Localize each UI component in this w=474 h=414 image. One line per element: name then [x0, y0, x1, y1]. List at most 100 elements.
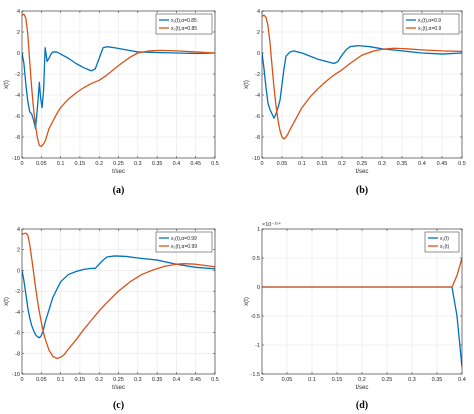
series-line-2: [262, 257, 462, 288]
axes-box: [261, 228, 463, 375]
x-tick-label: 0.15: [317, 161, 328, 167]
y-tick-label: -10: [252, 156, 260, 162]
x-tick-label: 0.1: [298, 161, 306, 167]
y-tick-label: -4: [15, 310, 20, 316]
y-tick-label: -1.5: [251, 372, 260, 378]
x-tick-label: 0.15: [75, 161, 86, 167]
x-tick-label: 0.05: [36, 377, 47, 383]
series-line-2: [22, 13, 215, 148]
y-tick-label: -2: [15, 72, 20, 78]
y-tick-label: 1: [257, 227, 260, 233]
x-axis-label: t/sec: [356, 169, 369, 175]
x-tick-label: 0.3: [378, 161, 386, 167]
x-axis-label: t/sec: [356, 385, 369, 391]
x-tick-label: 0.45: [190, 161, 201, 167]
legend-box: [155, 13, 213, 35]
y-tick-label: 4: [17, 227, 20, 233]
legend-entry-1: x₁(t),α=0.99: [171, 236, 197, 242]
chart-panel-2: 0 0.05 0.1 0.15 0.2 0.25 0.3 0.35 0.4 0.45 0.5 -10 -…: [244, 9, 466, 196]
x-tick-label: 0.25: [113, 377, 124, 383]
legend-entry-1: x₁(t),α=0.85: [171, 18, 197, 24]
legend: x₁(t) x₂(t): [424, 231, 460, 253]
y-tick-label: 0.5: [252, 256, 260, 262]
y-tick-label: -4: [255, 93, 260, 99]
y-tick-label: 2: [17, 248, 20, 254]
y-tick-label: 0: [257, 51, 260, 57]
x-tick-label: 0: [260, 377, 263, 383]
x-tick-label: 0.4: [173, 161, 181, 167]
series-line-2: [262, 14, 462, 140]
panel-caption: (c): [113, 400, 124, 411]
x-tick-label: 0.5: [211, 377, 219, 383]
y-tick-label: -6: [15, 331, 20, 337]
x-tick-label: 0.25: [357, 161, 368, 167]
x-tick-label: 0.15: [75, 377, 86, 383]
y-tick-label: -10: [12, 372, 20, 378]
x-tick-label: 0.4: [458, 377, 466, 383]
series-line-2: [22, 232, 215, 360]
y-tick-label: -10: [12, 156, 20, 162]
x-tick-label: 0.05: [36, 161, 47, 167]
x-tick-label: 0.35: [432, 377, 443, 383]
x-tick-label: 0.1: [57, 161, 65, 167]
x-tick-label: 0.45: [437, 161, 448, 167]
y-tick-label: -2: [15, 289, 20, 295]
axes-box: [261, 10, 463, 159]
x-tick-label: 0.05: [282, 377, 293, 383]
y-tick-label: -8: [15, 351, 20, 357]
x-tick-label: 0.2: [95, 161, 103, 167]
panel-caption: (a): [113, 185, 125, 196]
chart-panel-4: 0 0.05 0.1 0.15 0.2 0.25 0.3 0.35 0.4 -1.5 -1 -0.5 0…: [244, 221, 466, 411]
x-axis-label: t/sec: [112, 169, 125, 175]
legend-entry-2: x₂(t),α=0.9: [418, 26, 442, 32]
y-tick-label: 0: [17, 51, 20, 57]
y-tick-label: -0.5: [251, 314, 260, 320]
legend-box: [402, 13, 460, 35]
x-tick-label: 0.25: [113, 161, 124, 167]
x-tick-label: 0: [20, 377, 23, 383]
x-tick-label: 0.1: [57, 377, 65, 383]
x-tick-label: 0.35: [397, 161, 408, 167]
x-tick-label: 0.25: [382, 377, 393, 383]
y-tick-label: 0: [257, 285, 260, 291]
x-tick-label: 0.05: [277, 161, 288, 167]
legend-box: [424, 231, 460, 253]
y-tick-label: -2: [255, 72, 260, 78]
legend: x₁(t),α=0.9 x₂(t),α=0.9: [402, 13, 460, 35]
x-tick-label: 0.3: [134, 161, 142, 167]
x-tick-label: 0.15: [332, 377, 343, 383]
y-tick-label: 2: [17, 30, 20, 36]
legend: x₁(t),α=0.99 x₂(t),α=0.99: [155, 231, 213, 253]
y-tick-label: 0: [17, 268, 20, 274]
legend-entry-2: x₂(t),α=0.99: [171, 244, 197, 250]
x-tick-label: 0: [20, 161, 23, 167]
y-tick-label: -8: [15, 135, 20, 141]
panel-caption: (d): [356, 400, 368, 411]
x-tick-label: 0.2: [95, 377, 103, 383]
x-tick-label: 0.1: [308, 377, 316, 383]
series-line-1: [262, 45, 462, 119]
series-line-1: [22, 255, 215, 339]
legend: x₁(t),α=0.85 x₂(t),α=0.85: [155, 13, 213, 35]
panel-caption: (b): [356, 185, 368, 196]
legend-entry-2: x₂(t),α=0.85: [171, 26, 197, 32]
y-tick-label: -6: [15, 114, 20, 120]
x-tick-label: 0.5: [211, 161, 219, 167]
legend-entry-1: x₁(t),α=0.9: [418, 18, 441, 24]
x-tick-label: 0.2: [338, 161, 346, 167]
y-exponent-label: ×10⁻¹⁵⁴: [262, 221, 281, 228]
x-tick-label: 0: [260, 161, 263, 167]
x-tick-label: 0.5: [458, 161, 466, 167]
x-tick-label: 0.4: [418, 161, 426, 167]
legend-box: [155, 231, 213, 253]
y-axis-label: x(t): [244, 297, 250, 306]
y-tick-label: -1: [255, 343, 260, 349]
chart-panel-1: 0 0.05 0.1 0.15 0.2 0.25 0.3 0.35 0.4 0.45 0.5 -10 -…: [4, 9, 219, 196]
chart-panel-3: 0 0.05 0.1 0.15 0.2 0.25 0.3 0.35 0.4 0.45 0.5 -10 -…: [4, 227, 219, 411]
y-tick-label: -6: [255, 114, 260, 120]
y-tick-label: -4: [15, 93, 20, 99]
x-tick-label: 0.45: [190, 377, 201, 383]
series-line-1: [22, 46, 215, 130]
y-axis-label: x(t): [244, 80, 250, 89]
